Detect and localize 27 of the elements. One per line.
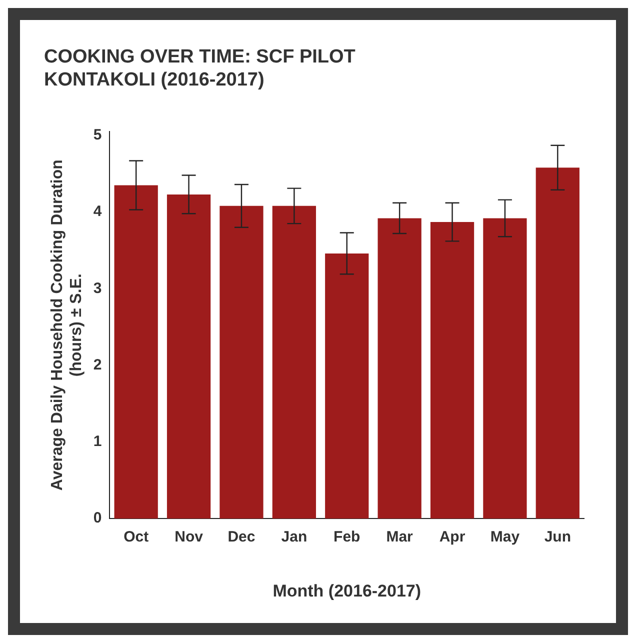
- x-tick-label: Feb: [334, 528, 360, 546]
- y-tick-label: 1: [93, 433, 102, 450]
- y-tick-label: 2: [93, 356, 102, 374]
- y-tick-label: 0: [93, 510, 102, 527]
- x-tick-label: Oct: [124, 528, 149, 546]
- x-tick-label: Apr: [439, 528, 466, 546]
- x-tick-label: Jun: [544, 528, 571, 546]
- y-tick-label: 5: [93, 126, 102, 144]
- chart-title: COOKING OVER TIME: SCF PILOT KONTAKOLI (2016-2017): [44, 46, 356, 90]
- y-tick-label: 4: [93, 203, 102, 220]
- x-tick-label: Jan: [281, 528, 308, 546]
- bar: [378, 218, 422, 519]
- bar: [272, 206, 316, 519]
- bar: [220, 206, 264, 519]
- bar: [536, 168, 580, 519]
- x-tick-label: Dec: [228, 528, 256, 546]
- x-tick-label: May: [490, 528, 520, 546]
- bar: [483, 218, 527, 519]
- bar: [114, 185, 158, 519]
- y-tick-label: 3: [93, 280, 102, 297]
- y-axis-title: Average Daily Household Cooking Duration (hours) ± S.E.: [49, 160, 86, 491]
- x-tick-label: Nov: [174, 528, 204, 546]
- bar: [430, 222, 474, 519]
- bar: [325, 253, 369, 519]
- x-tick-label: Mar: [386, 528, 414, 546]
- bar: [166, 194, 211, 519]
- x-axis-title: Month (2016-2017): [272, 581, 422, 600]
